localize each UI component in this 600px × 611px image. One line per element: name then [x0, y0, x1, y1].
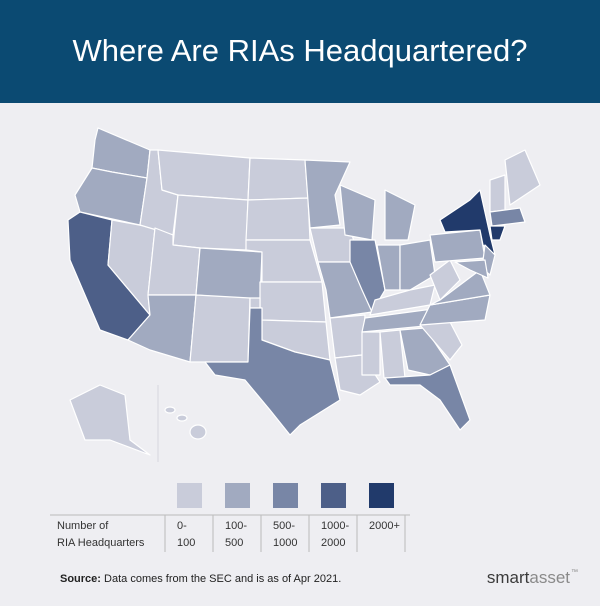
state [189, 294, 251, 363]
legend-swatch [225, 483, 250, 508]
brand-part: smart [487, 568, 530, 587]
state [245, 197, 311, 241]
legend-title: Number of [57, 520, 109, 532]
legend-label: 500 [225, 537, 243, 549]
state [361, 331, 381, 376]
state [195, 247, 263, 301]
state [172, 194, 249, 251]
source-text: Data comes from the SEC and is as of Apr… [104, 573, 341, 585]
state [304, 159, 351, 229]
state [329, 314, 366, 359]
state [176, 414, 188, 422]
state [399, 239, 436, 291]
brand-part: asset [529, 568, 570, 587]
state [429, 259, 461, 301]
state [69, 384, 151, 456]
legend-swatch [177, 483, 202, 508]
legend-swatch [321, 483, 346, 508]
state [454, 259, 489, 279]
brand-logo: smartasset [487, 568, 570, 587]
title: Where Are RIAs Headquartered? [73, 33, 528, 68]
state [489, 207, 526, 227]
state [334, 354, 381, 396]
source: Source: Data comes from the SEC and is a… [60, 573, 341, 585]
map [67, 127, 541, 456]
legend-title: RIA Headquarters [57, 537, 145, 549]
state [429, 229, 486, 263]
state [504, 149, 541, 206]
trademark: ™ [571, 569, 578, 576]
state [164, 406, 176, 414]
state [259, 281, 327, 323]
legend-label: 2000+ [369, 520, 400, 532]
legend-label: 2000 [321, 537, 345, 549]
state [489, 225, 506, 241]
legend-label: 1000 [273, 537, 297, 549]
state [157, 149, 251, 201]
state [247, 157, 309, 201]
legend-swatch [273, 483, 298, 508]
state [369, 284, 436, 316]
state [204, 307, 341, 436]
state [384, 189, 416, 241]
legend-label: 100 [177, 537, 195, 549]
state [489, 174, 506, 213]
state [384, 364, 471, 431]
legend-label: 0- [177, 520, 187, 532]
state [189, 424, 207, 440]
header-band [0, 0, 600, 103]
legend-label: 100- [225, 520, 247, 532]
legend-label: 500- [273, 520, 295, 532]
source-label: Source: [60, 573, 101, 585]
state [429, 269, 491, 306]
legend-swatch [369, 483, 394, 508]
legend-label: 1000- [321, 520, 349, 532]
